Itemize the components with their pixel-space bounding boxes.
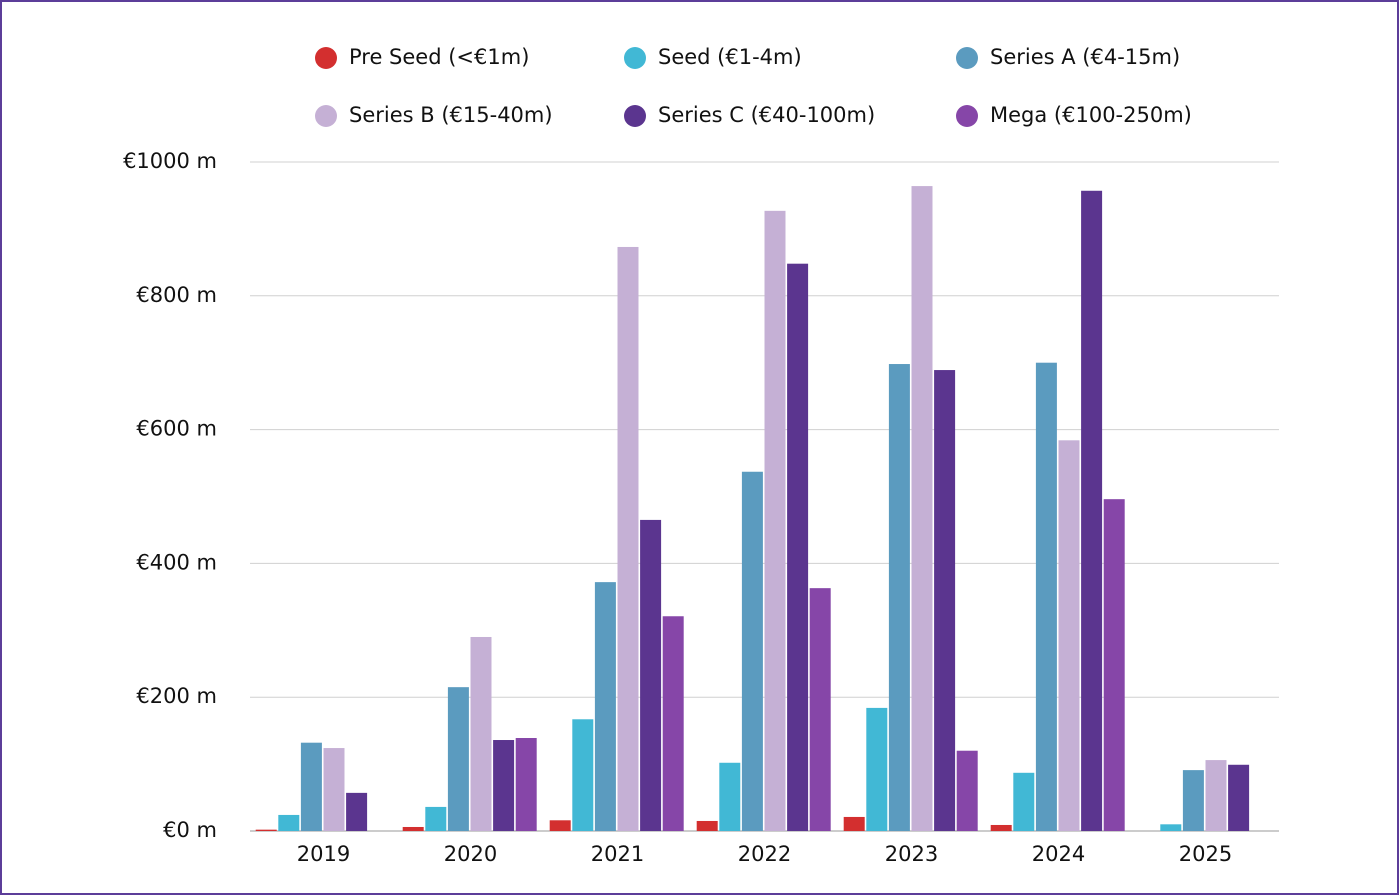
legend-marker	[956, 47, 978, 69]
legend-label: Series B (€15-40m)	[349, 103, 553, 127]
bar	[617, 246, 639, 831]
legend-label: Seed (€1-4m)	[658, 45, 802, 69]
bar	[1081, 190, 1103, 832]
bar	[696, 820, 718, 831]
bar	[764, 210, 786, 831]
bar	[1160, 824, 1182, 831]
bar	[843, 816, 865, 831]
x-tick-label: 2020	[444, 842, 497, 866]
bar	[1058, 440, 1080, 831]
bar	[866, 707, 888, 831]
y-tick-label: €1000 m	[123, 149, 217, 173]
bar	[594, 582, 616, 831]
bar	[1013, 772, 1035, 831]
x-tick-label: 2023	[885, 842, 938, 866]
legend-marker	[624, 105, 646, 127]
x-tick-label: 2021	[591, 842, 644, 866]
x-tick-label: 2019	[297, 842, 350, 866]
bar	[719, 762, 741, 831]
x-tick-label: 2024	[1032, 842, 1085, 866]
y-tick-label: €200 m	[136, 684, 217, 708]
x-tick-label: 2022	[738, 842, 791, 866]
legend-marker	[315, 47, 337, 69]
legend-label: Pre Seed (<€1m)	[349, 45, 529, 69]
bar	[300, 742, 322, 831]
bar	[741, 471, 763, 831]
bar	[956, 750, 978, 831]
bar	[640, 519, 662, 831]
bar	[402, 826, 424, 831]
legend-marker	[624, 47, 646, 69]
bar	[662, 616, 684, 831]
bar	[809, 588, 831, 831]
y-tick-label: €800 m	[136, 283, 217, 307]
legend-marker	[315, 105, 337, 127]
bar	[549, 820, 571, 831]
bar	[1182, 770, 1204, 831]
bar	[888, 364, 910, 831]
legend-label: Series C (€40-100m)	[658, 103, 875, 127]
bar	[278, 814, 300, 831]
legend-label: Mega (€100-250m)	[990, 103, 1192, 127]
y-tick-label: €600 m	[136, 417, 217, 441]
bar	[934, 370, 956, 831]
bar	[255, 829, 277, 831]
legend-label: Series A (€4-15m)	[990, 45, 1180, 69]
bar	[787, 263, 809, 831]
bar	[425, 806, 447, 831]
bar	[470, 636, 492, 831]
bar	[323, 748, 345, 831]
bar	[1228, 764, 1250, 831]
bar	[346, 792, 368, 831]
bar	[515, 738, 537, 831]
y-tick-label: €0 m	[163, 818, 217, 842]
bar	[1103, 499, 1125, 831]
bar	[493, 740, 515, 831]
bar	[990, 824, 1012, 831]
bar	[911, 186, 933, 832]
legend-marker	[956, 105, 978, 127]
bar	[572, 719, 594, 831]
bar	[1035, 362, 1057, 831]
y-tick-label: €400 m	[136, 550, 217, 574]
x-tick-label: 2025	[1179, 842, 1232, 866]
bar	[1205, 760, 1227, 831]
bar	[447, 687, 469, 831]
